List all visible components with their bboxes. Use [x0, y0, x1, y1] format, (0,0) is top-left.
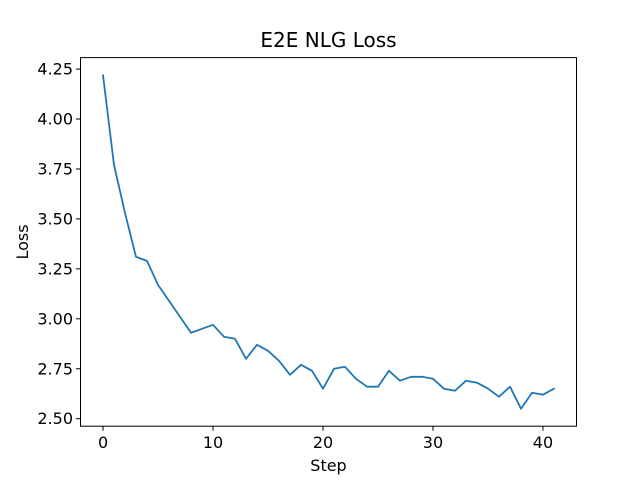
- y-tick-label: 3.00: [37, 309, 73, 328]
- chart-title: E2E NLG Loss: [260, 28, 396, 52]
- x-tick-label: 30: [423, 433, 443, 452]
- y-tick-label: 4.00: [37, 110, 73, 129]
- x-tick-label: 20: [313, 433, 333, 452]
- y-tick-label: 2.50: [37, 409, 73, 428]
- y-tick-label: 2.75: [37, 359, 73, 378]
- y-tick-label: 3.50: [37, 209, 73, 228]
- data-line-layer: [102, 74, 555, 410]
- y-tick-label: 3.75: [37, 159, 73, 178]
- x-axis-label: Step: [310, 456, 346, 475]
- x-tick-label: 40: [533, 433, 553, 452]
- x-tick-label: 10: [203, 433, 223, 452]
- y-tick-label: 4.25: [37, 60, 73, 79]
- axis-ticks: 0 10 20 30 40 2.50 2.75 3.00 3.25 3.50 3.75 4.00 4.2…: [37, 60, 553, 452]
- y-axis-label: Loss: [13, 224, 32, 259]
- plot-border: [80, 57, 577, 427]
- y-tick-label: 3.25: [37, 259, 73, 278]
- x-tick-label: 0: [98, 433, 108, 452]
- loss-line: [102, 74, 555, 410]
